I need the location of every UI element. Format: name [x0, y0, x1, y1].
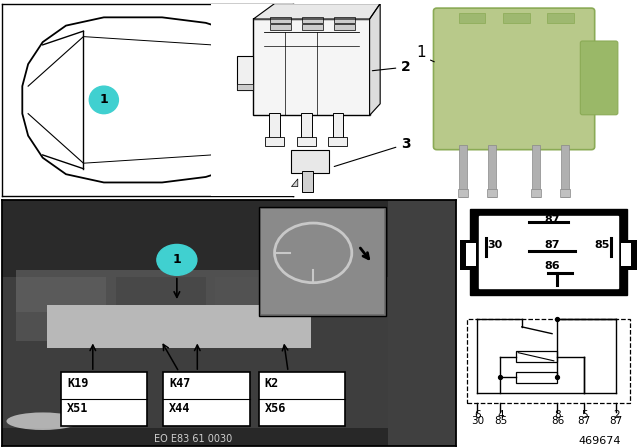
Bar: [15, 277, 106, 313]
Bar: [47, 306, 311, 348]
Bar: [333, 17, 355, 23]
Polygon shape: [291, 179, 298, 186]
Text: 85: 85: [494, 416, 507, 426]
Bar: [460, 240, 476, 270]
Bar: [2, 200, 456, 277]
Bar: [532, 145, 540, 197]
Bar: [479, 216, 618, 288]
Bar: [216, 277, 297, 313]
Bar: [261, 209, 383, 314]
Bar: [259, 207, 386, 316]
Bar: [328, 138, 348, 146]
FancyBboxPatch shape: [580, 41, 618, 115]
Text: 8: 8: [554, 409, 561, 419]
Bar: [297, 138, 316, 146]
Bar: [237, 56, 253, 90]
Bar: [621, 240, 637, 270]
Text: 87: 87: [544, 215, 560, 225]
Bar: [115, 277, 206, 313]
Text: 86: 86: [551, 416, 564, 426]
Text: 469674: 469674: [579, 436, 621, 446]
Bar: [470, 209, 627, 295]
Text: X56: X56: [264, 402, 286, 415]
Bar: [269, 113, 280, 138]
Bar: [302, 17, 323, 23]
Text: 6: 6: [474, 409, 481, 419]
Text: 87: 87: [544, 240, 560, 250]
Text: 1: 1: [417, 46, 426, 60]
Text: 2: 2: [612, 409, 620, 419]
Bar: [467, 319, 630, 403]
Text: 4: 4: [497, 409, 504, 419]
Bar: [237, 85, 253, 90]
Bar: [163, 372, 250, 426]
Bar: [547, 13, 573, 23]
Bar: [516, 372, 557, 383]
Text: X51: X51: [67, 402, 88, 415]
Circle shape: [89, 86, 118, 114]
Bar: [270, 17, 291, 23]
Bar: [2, 428, 456, 446]
Circle shape: [157, 245, 197, 276]
Text: 86: 86: [544, 261, 560, 271]
Text: 85: 85: [594, 240, 609, 250]
Text: X44: X44: [169, 402, 191, 415]
Text: EO E83 61 0030: EO E83 61 0030: [154, 435, 232, 444]
Text: 87: 87: [609, 416, 623, 426]
Bar: [253, 19, 370, 115]
Bar: [488, 145, 496, 197]
Polygon shape: [253, 4, 380, 19]
Text: 5: 5: [580, 409, 588, 419]
Bar: [458, 189, 468, 197]
Bar: [61, 372, 147, 426]
Bar: [560, 189, 570, 197]
Bar: [333, 24, 355, 30]
Bar: [466, 243, 476, 267]
Bar: [503, 13, 529, 23]
Text: K19: K19: [67, 377, 88, 390]
Bar: [265, 138, 284, 146]
Bar: [388, 200, 456, 446]
Bar: [259, 372, 345, 426]
Text: K47: K47: [169, 377, 191, 390]
Bar: [302, 171, 312, 192]
Bar: [460, 145, 467, 197]
Text: 30: 30: [471, 416, 484, 426]
Polygon shape: [370, 4, 380, 115]
Bar: [15, 271, 311, 340]
Bar: [621, 243, 631, 267]
Bar: [333, 113, 343, 138]
Bar: [516, 351, 557, 362]
Text: 87: 87: [577, 416, 591, 426]
Text: K2: K2: [264, 377, 279, 390]
Text: 30: 30: [488, 240, 503, 250]
Ellipse shape: [6, 413, 79, 430]
Text: 3: 3: [334, 137, 411, 167]
Bar: [561, 145, 569, 197]
FancyBboxPatch shape: [433, 8, 595, 150]
Text: 1: 1: [173, 254, 181, 267]
Bar: [270, 24, 291, 30]
Bar: [487, 189, 497, 197]
Bar: [301, 113, 312, 138]
Bar: [302, 24, 323, 30]
Text: 1: 1: [99, 93, 108, 107]
Bar: [531, 189, 541, 197]
Bar: [459, 13, 485, 23]
Text: 2: 2: [372, 60, 411, 74]
Bar: [291, 150, 330, 173]
